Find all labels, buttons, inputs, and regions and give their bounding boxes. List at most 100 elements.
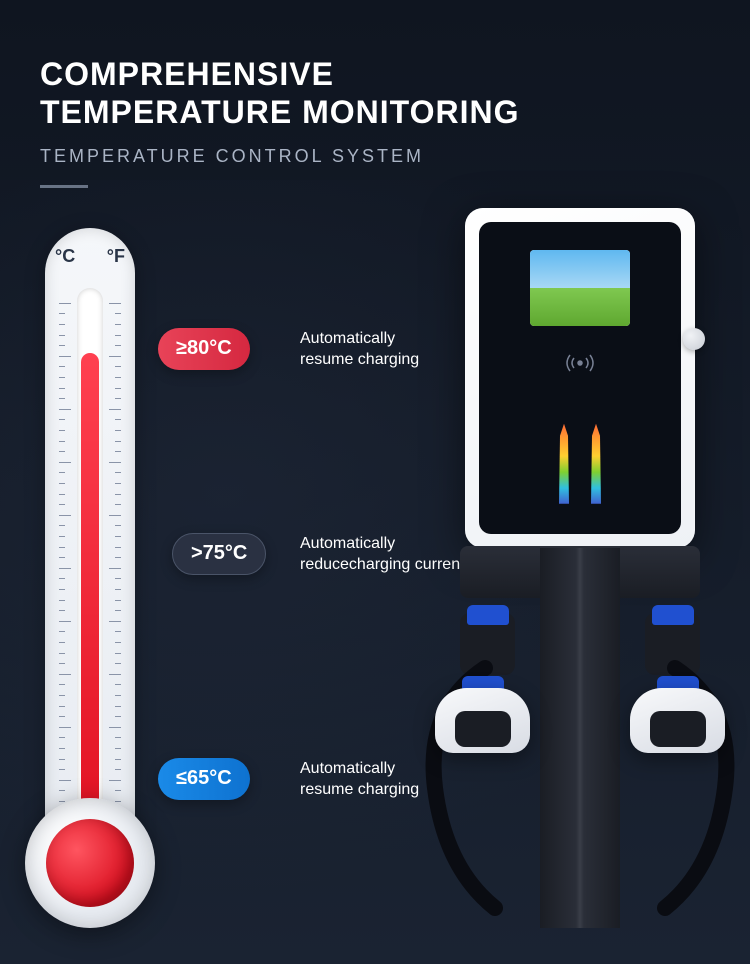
tick [109,780,121,781]
tick [59,525,65,526]
charger-tower-graphic [540,414,620,504]
tick [109,568,121,569]
tick [59,727,71,728]
tick [59,790,65,791]
plug-holster-right [645,613,700,675]
tick [59,631,65,632]
tower-right [586,424,606,504]
tick [59,589,65,590]
tick [115,578,121,579]
tick [115,324,121,325]
tick [59,663,65,664]
tick [109,727,121,728]
charger-side-button [683,328,705,350]
plug-face-right [650,711,706,747]
thermometer: °C °F [35,228,145,928]
tick [115,313,121,314]
tick [59,356,71,357]
tick [115,589,121,590]
tick [59,769,65,770]
charger-front-panel [479,222,681,534]
tick [59,313,65,314]
tick [59,695,65,696]
tick [115,536,121,537]
threshold-desc-2: Automaticallyresume charging [300,758,419,801]
tick [115,398,121,399]
threshold-badge-2: ≤65°C [158,758,250,800]
ticks-right [119,303,121,833]
threshold-badge-0: ≥80°C [158,328,250,370]
tick [115,653,121,654]
tower-left [554,424,574,504]
tick [109,462,121,463]
tick [115,472,121,473]
holster-cap-left [467,605,509,625]
tick [115,737,121,738]
charging-plug-left [435,688,530,773]
tick [115,335,121,336]
tick [115,388,121,389]
title-line-1: COMPREHENSIVE [40,55,710,93]
tick [59,547,65,548]
tick [59,674,71,675]
screen-grass [530,288,630,326]
ticks-left [59,303,61,833]
tick [59,716,65,717]
tick [59,748,65,749]
tick [115,600,121,601]
tick [59,578,65,579]
tick [115,494,121,495]
tick [59,684,65,685]
tick [59,451,65,452]
tick [59,324,65,325]
tick [59,621,71,622]
tick [59,706,65,707]
tick [115,610,121,611]
title-line-2: TEMPERATURE MONITORING [40,93,710,131]
tick [59,441,65,442]
nfc-icon [566,352,594,374]
tick [109,303,121,304]
tick [115,759,121,760]
holster-cap-right [652,605,694,625]
charger-head-unit [465,208,695,548]
tick [115,642,121,643]
tick [59,780,71,781]
tick [115,684,121,685]
header-block: COMPREHENSIVE TEMPERATURE MONITORING TEM… [0,0,750,188]
tick [115,706,121,707]
plug-face-left [455,711,511,747]
tick [59,483,65,484]
tick [115,695,121,696]
tick [59,472,65,473]
celsius-label: °C [55,246,75,267]
tick [59,557,65,558]
tick [59,515,71,516]
tick [59,642,65,643]
tick [59,568,71,569]
thermometer-mercury [81,353,99,848]
tick [59,366,65,367]
plug-body-right [630,688,725,753]
tick [59,653,65,654]
tick [59,388,65,389]
tick [59,737,65,738]
tick [115,419,121,420]
tick [115,483,121,484]
tick [115,716,121,717]
ev-charger [440,208,720,948]
tick [115,441,121,442]
tick [109,674,121,675]
tick [115,790,121,791]
charger-display-screen [530,250,630,326]
tick [59,504,65,505]
tick [115,430,121,431]
fahrenheit-label: °F [107,246,125,267]
tick [59,610,65,611]
charging-plug-right [630,688,725,773]
desc-line: resume charging [300,349,419,371]
tick [115,451,121,452]
tick [109,356,121,357]
charger-pole [540,548,620,928]
plug-body-left [435,688,530,753]
